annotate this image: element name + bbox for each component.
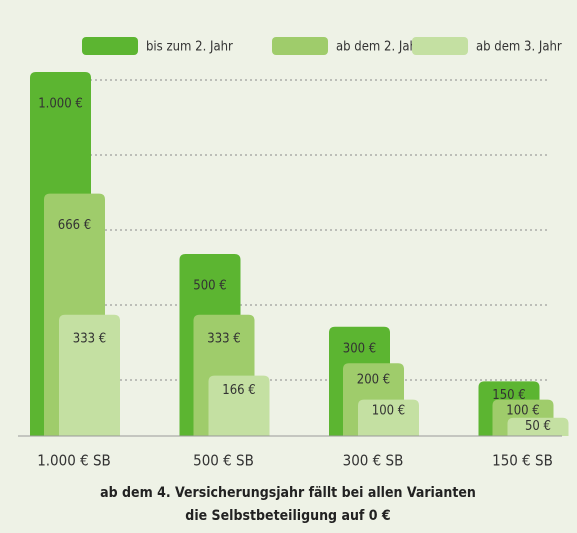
- value-label: 333 €: [73, 331, 106, 346]
- legend-label: ab dem 3. Jahr: [476, 40, 562, 55]
- x-tick-label: 1.000 € SB: [37, 452, 111, 470]
- value-label: 150 €: [492, 388, 525, 403]
- legend-label: ab dem 2. Jahr: [336, 40, 422, 55]
- value-label: 500 €: [193, 279, 226, 294]
- legend-swatch: [272, 37, 328, 55]
- value-label: 50 €: [525, 419, 551, 434]
- value-label: 300 €: [343, 342, 376, 357]
- bar: [507, 417, 569, 436]
- value-label: 200 €: [357, 373, 390, 388]
- bar: [358, 399, 419, 436]
- x-tick-label: 300 € SB: [343, 452, 404, 470]
- x-tick-label: 150 € SB: [492, 452, 553, 470]
- value-label: 1.000 €: [38, 97, 83, 112]
- footnote: ab dem 4. Versicherungsjahr fällt bei al…: [100, 485, 476, 501]
- value-label: 100 €: [506, 404, 539, 419]
- value-label: 333 €: [207, 331, 240, 346]
- legend-swatch: [82, 37, 138, 55]
- value-label: 666 €: [58, 218, 91, 233]
- bar: [59, 314, 120, 436]
- legend-label: bis zum 2. Jahr: [146, 40, 233, 55]
- legend-swatch: [412, 37, 468, 55]
- value-label: 100 €: [372, 404, 405, 419]
- bar: [208, 375, 270, 436]
- value-label: 166 €: [222, 383, 255, 398]
- x-tick-label: 500 € SB: [193, 452, 254, 470]
- footnote: die Selbstbeteiligung auf 0 €: [185, 508, 390, 524]
